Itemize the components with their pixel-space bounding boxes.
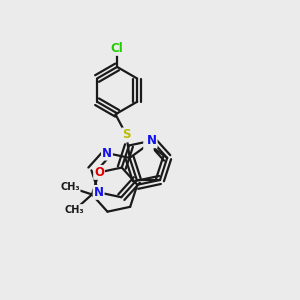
Text: S: S (144, 138, 153, 151)
Text: N: N (147, 134, 157, 147)
Text: CH₃: CH₃ (60, 182, 80, 192)
Text: N: N (102, 147, 112, 160)
Text: O: O (94, 166, 104, 179)
Text: N: N (94, 186, 103, 199)
Text: Cl: Cl (111, 42, 124, 55)
Text: CH₃: CH₃ (65, 205, 85, 215)
Text: S: S (122, 128, 131, 141)
